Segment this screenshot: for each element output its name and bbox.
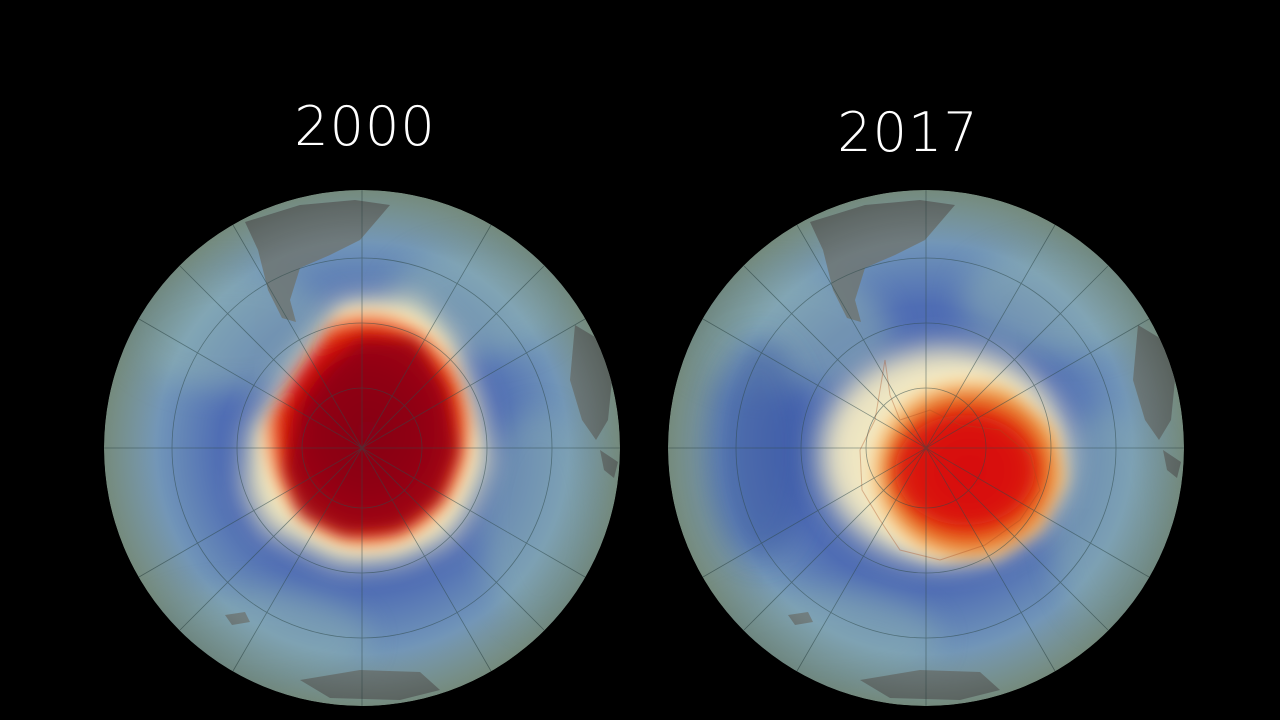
globe-2017 — [668, 190, 1184, 706]
year-label-left: 2000 — [294, 95, 436, 158]
globe-2000 — [104, 190, 620, 706]
year-label-right: 2017 — [837, 101, 979, 164]
